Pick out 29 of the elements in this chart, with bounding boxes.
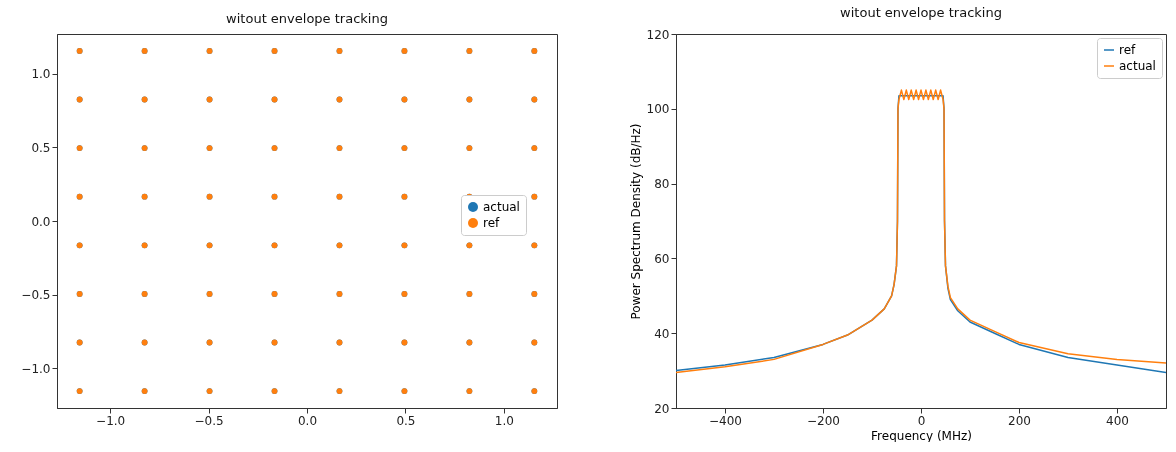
y-tick-label: 20 xyxy=(654,401,670,416)
legend-label: ref xyxy=(483,216,501,230)
y-tick-label: 80 xyxy=(654,177,670,192)
x-axis-title: Frequency (MHz) xyxy=(871,428,972,443)
x-tick-label: 400 xyxy=(1106,413,1129,428)
y-tick-label: 0.5 xyxy=(31,140,51,155)
legend-label: actual xyxy=(1119,59,1156,73)
x-tick-label: −400 xyxy=(709,413,742,428)
x-tick-label: 0.5 xyxy=(396,413,416,428)
y-tick-label: 60 xyxy=(654,251,670,266)
y-tick-label: 40 xyxy=(654,326,670,341)
y-tick-label: −0.5 xyxy=(21,288,51,303)
y-tick-label: 120 xyxy=(646,27,670,42)
x-tick-label: −1.0 xyxy=(96,413,126,428)
x-tick-label: 1.0 xyxy=(494,413,514,428)
y-tick-label: 0.0 xyxy=(31,214,51,229)
y-tick-label: −1.0 xyxy=(21,361,51,376)
y-tick-label: 1.0 xyxy=(31,67,51,82)
x-tick-label: 200 xyxy=(1008,413,1031,428)
x-tick-label: 0 xyxy=(917,413,926,428)
x-tick-label: −0.5 xyxy=(194,413,224,428)
chart-title: witout envelope tracking xyxy=(226,11,388,26)
y-tick-label: 100 xyxy=(646,102,670,117)
x-tick-label: −200 xyxy=(807,413,840,428)
x-tick-label: 0.0 xyxy=(297,413,318,428)
legend-label: ref xyxy=(1119,43,1137,57)
y-axis-title: Power Spectrum Density (dB/Hz) xyxy=(628,123,643,320)
legend-label: actual xyxy=(483,200,520,214)
chart-title: witout envelope tracking xyxy=(840,5,1002,20)
